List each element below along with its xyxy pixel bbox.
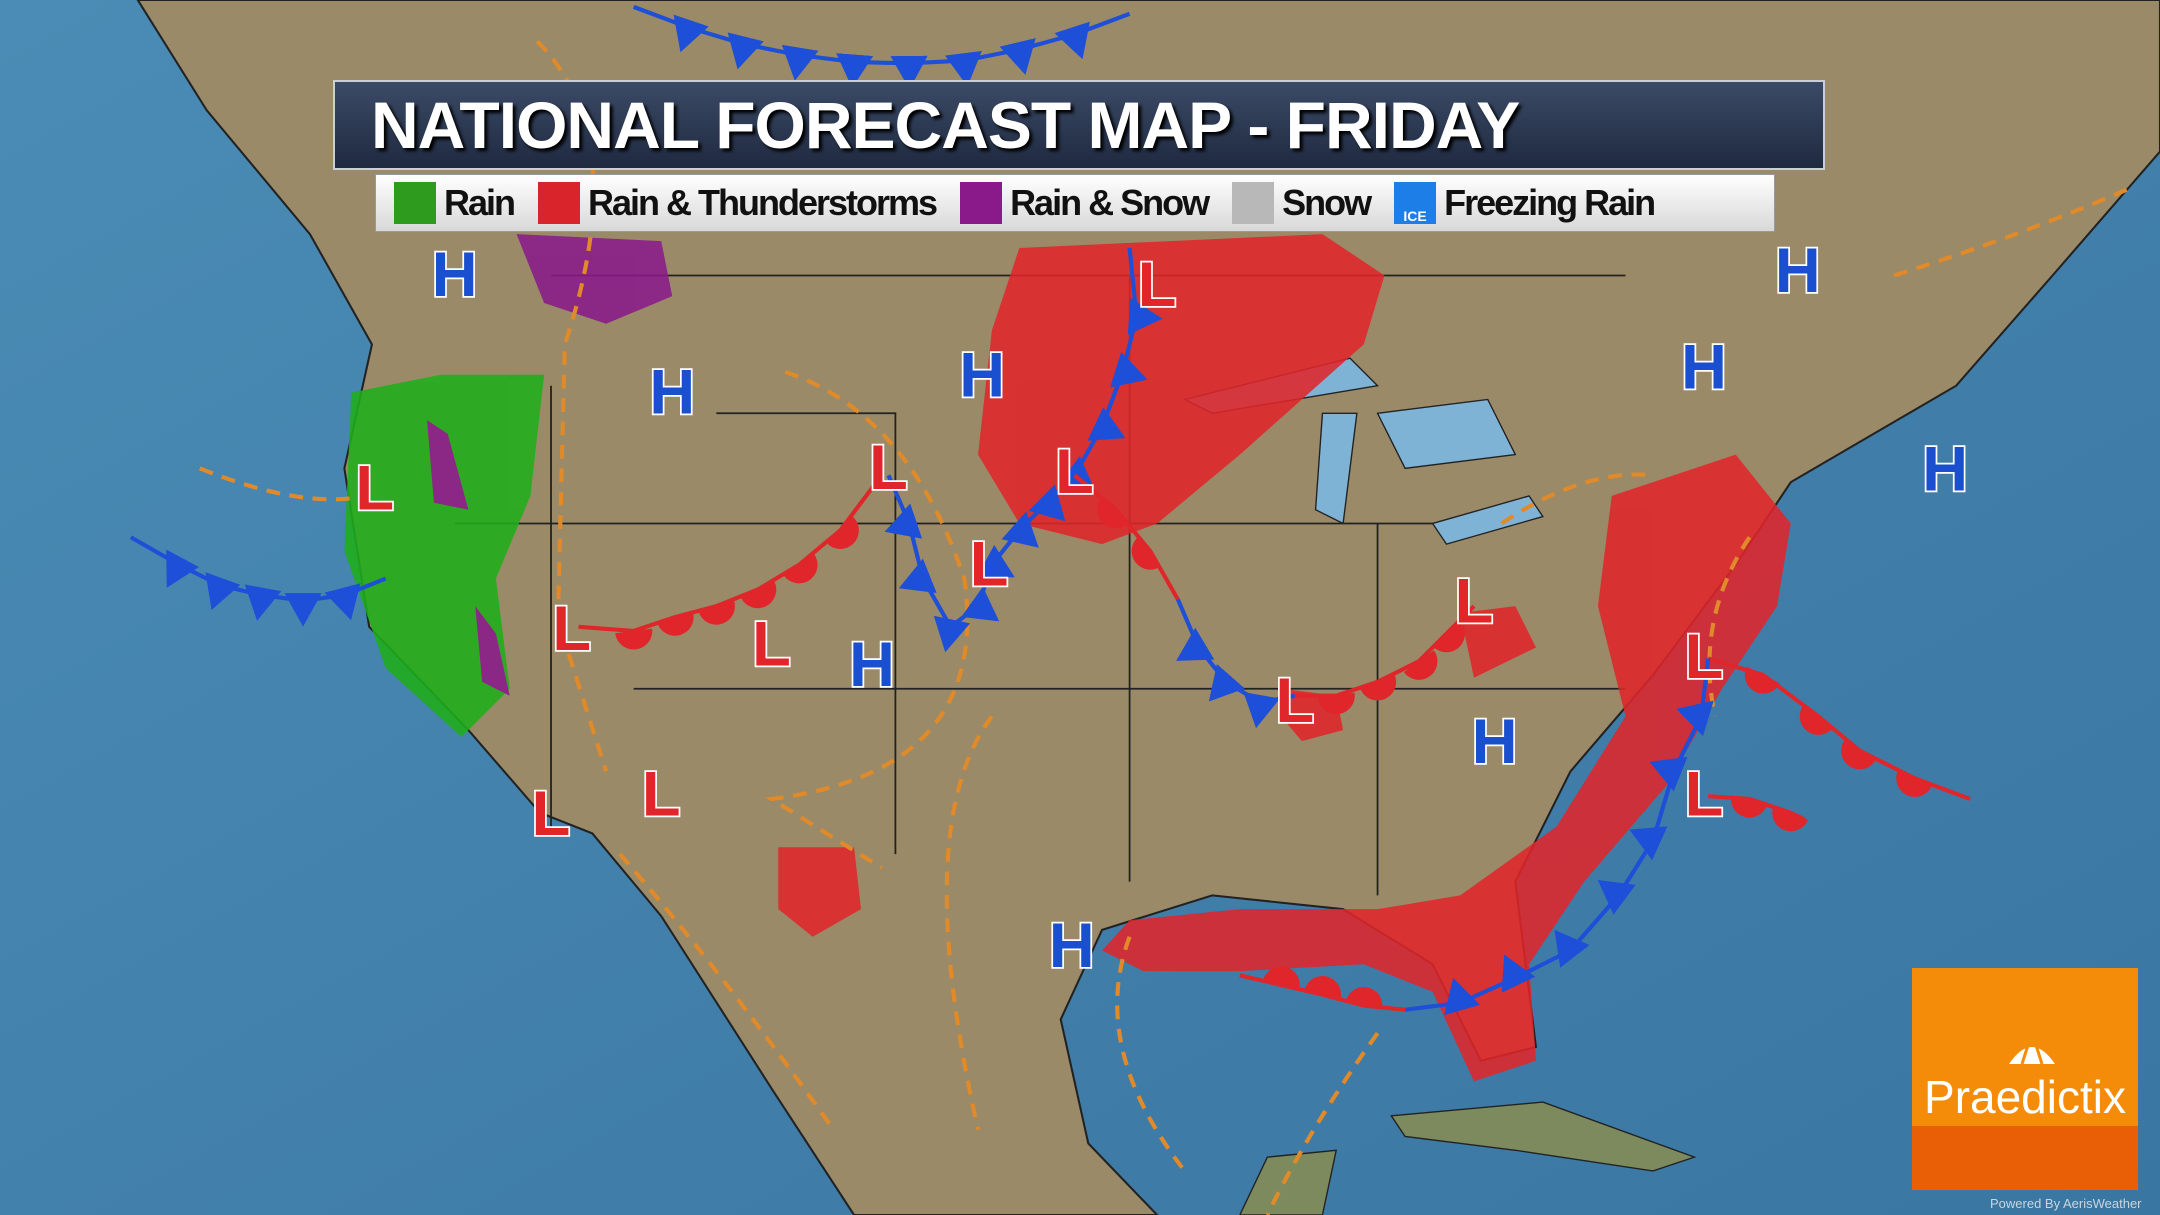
rain-snow-area-northwest: [516, 234, 673, 324]
low-pressure-center: L: [1055, 437, 1094, 507]
rain-snow-area-cascades: [427, 420, 469, 510]
high-pressure-center: H: [1049, 911, 1095, 981]
low-pressure-center: L: [752, 609, 791, 679]
legend-label: Rain: [444, 182, 516, 223]
storm-area-east-coast: [1102, 454, 1791, 1082]
legend-label: Rain & Thunderstorms: [588, 182, 938, 223]
low-pressure-center: L: [355, 454, 394, 524]
legend-item-rain-thunderstorms: Rain & Thunderstorms: [538, 182, 938, 224]
raindrop-icon: [394, 182, 436, 224]
high-pressure-center: H: [849, 630, 895, 700]
legend-label: Snow: [1282, 182, 1372, 223]
low-pressure-center: L: [1276, 666, 1315, 736]
page-title: NATIONAL FORECAST MAP - FRIDAY: [371, 88, 1520, 162]
logo-name: Praedictix: [1924, 1071, 2126, 1123]
low-pressure-center: L: [552, 594, 591, 664]
logo-bottom-band: [1912, 1126, 2138, 1190]
ice-badge: ICE: [1403, 208, 1427, 224]
storm-area-new-mexico: [778, 847, 861, 937]
low-pressure-center: L: [1138, 250, 1177, 320]
legend: Rain Rain & Thunderstorms Rain & Snow Sn…: [375, 174, 1775, 232]
praedictix-logo: Praedictix: [1912, 968, 2138, 1190]
ice-icon: ICE: [1394, 182, 1437, 224]
storm-area-kentucky: [1460, 606, 1536, 678]
rain-snow-area-sierra: [475, 606, 510, 696]
high-pressure-center: H: [649, 357, 695, 427]
fronts: [129, 4, 1971, 1016]
legend-label: Rain & Snow: [1010, 182, 1210, 223]
legend-item-rain-snow: Rain & Snow: [960, 182, 1210, 224]
high-pressure-center: H: [432, 240, 478, 310]
legend-item-snow: Snow: [1232, 182, 1372, 224]
land-cuba: [1390, 1101, 1697, 1172]
powered-by-text: Powered By AerisWeather: [1990, 1196, 2142, 1211]
high-pressure-center: H: [959, 341, 1005, 411]
umbrella-icon: [2009, 1041, 2055, 1065]
low-pressure-center: L: [869, 433, 908, 503]
low-pressure-center: L: [970, 529, 1009, 599]
high-pressure-center: H: [1775, 236, 1821, 306]
high-pressure-center: H: [1472, 707, 1518, 777]
low-pressure-center: L: [1685, 622, 1724, 692]
legend-label: Freezing Rain: [1444, 182, 1656, 223]
low-pressure-center: L: [1685, 760, 1724, 830]
snowflake-icon: [1232, 182, 1275, 224]
legend-item-rain: Rain: [394, 182, 516, 224]
low-pressure-center: L: [1455, 567, 1494, 637]
land-central-america: [1239, 1149, 1338, 1215]
high-pressure-center: H: [1922, 434, 1968, 504]
title-bar: NATIONAL FORECAST MAP - FRIDAY: [333, 80, 1825, 170]
lightning-icon: [538, 182, 581, 224]
snowflake-icon: [960, 182, 1003, 224]
legend-item-freezing-rain: ICE Freezing Rain: [1394, 182, 1656, 224]
low-pressure-center: L: [642, 760, 681, 830]
high-pressure-center: H: [1681, 332, 1727, 402]
low-pressure-center: L: [532, 779, 571, 849]
